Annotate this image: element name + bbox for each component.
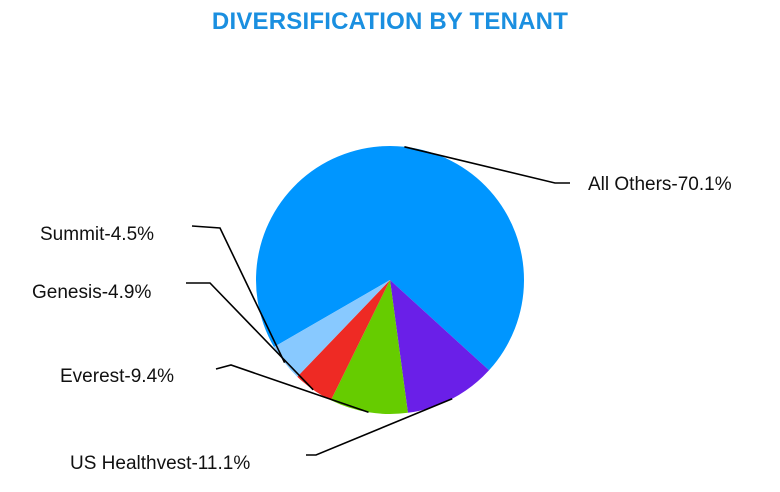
label-everest: Everest-9.4% [60,366,174,387]
label-us-healthvest: US Healthvest-11.1% [70,453,250,474]
pie-slices [256,146,525,415]
leader-line-summit [191,225,286,364]
leader-line-everest [215,364,369,414]
slice-genesis [297,280,390,401]
slice-all-others [256,146,525,371]
label-genesis: Genesis-4.9% [32,282,151,303]
label-all-others: All Others-70.1% [588,174,732,195]
slice-everest [330,280,408,415]
leader-line-all-others [404,146,570,184]
slice-summit [273,280,390,377]
chart-title: DIVERSIFICATION BY TENANT [211,8,569,35]
leader-lines [186,146,570,456]
leader-line-us-healthvest [306,397,453,456]
leader-line-genesis [186,282,314,391]
slice-labels: All Others-70.1% US Healthvest-11.1% Evere… [32,174,732,474]
label-summit: Summit-4.5% [40,224,154,245]
slice-us-healthvest [390,280,490,413]
